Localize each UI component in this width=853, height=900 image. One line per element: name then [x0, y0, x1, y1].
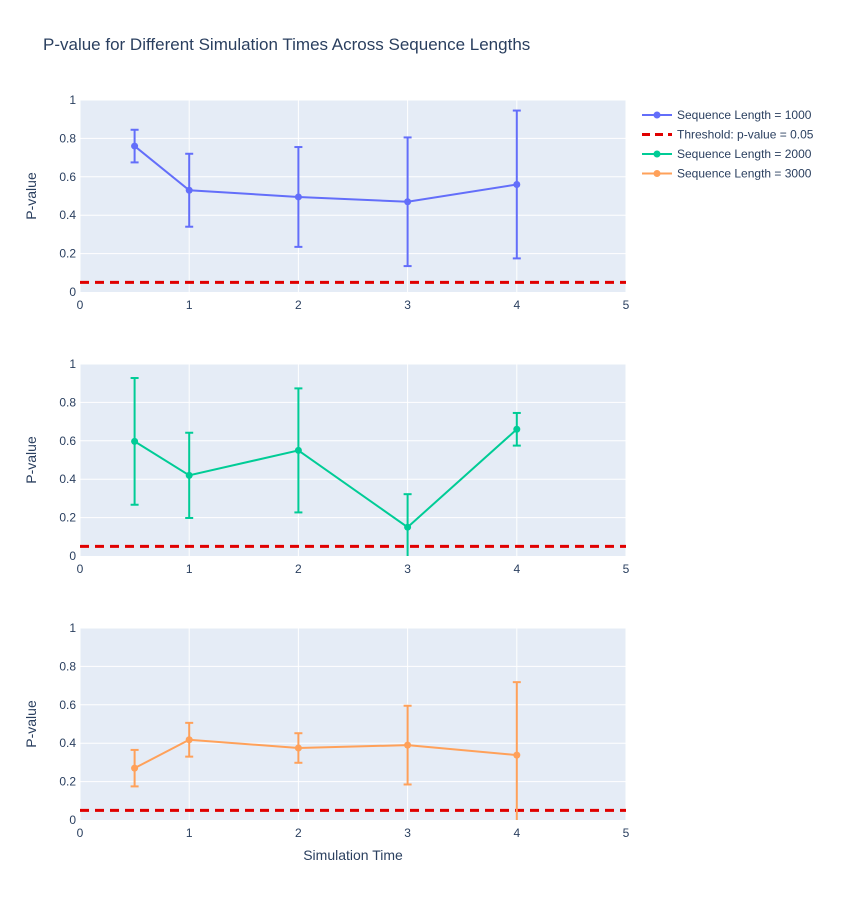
- x-axis-label: Simulation Time: [303, 847, 403, 863]
- x-tick-label: 2: [295, 826, 302, 840]
- legend-label: Threshold: p-value = 0.05: [677, 128, 814, 142]
- subplot-3: 0 1 2 3 4 5 0 0.2 0.4 0.6 0.8 1 P-value: [23, 621, 630, 840]
- y-tick-label: 0.2: [59, 511, 76, 525]
- legend-item[interactable]: Sequence Length = 1000: [642, 108, 812, 122]
- data-point: [404, 198, 412, 206]
- data-point: [131, 764, 139, 772]
- y-tick-label: 0.8: [59, 395, 76, 409]
- data-point: [185, 471, 193, 479]
- x-tick-label: 5: [623, 562, 630, 576]
- x-tick-label: 1: [186, 562, 193, 576]
- legend-item[interactable]: Threshold: p-value = 0.05: [642, 128, 814, 142]
- plot-area: [80, 364, 626, 556]
- subplot-2: 0 1 2 3 4 5 0 0.2 0.4 0.6 0.8 1 P-value: [23, 357, 630, 576]
- x-tick-label: 4: [513, 826, 520, 840]
- x-tick-label: 4: [513, 562, 520, 576]
- y-tick-label: 0: [69, 549, 76, 563]
- y-tick-label: 1: [69, 621, 76, 635]
- plot-area: [80, 628, 626, 820]
- y-tick-label: 0.4: [59, 208, 76, 222]
- x-tick-label: 3: [404, 562, 411, 576]
- x-tick-label: 0: [77, 562, 84, 576]
- legend-item[interactable]: Sequence Length = 3000: [642, 167, 812, 181]
- x-tick-label: 5: [623, 298, 630, 312]
- data-point: [513, 180, 521, 188]
- y-tick-label: 1: [69, 357, 76, 371]
- chart-title: P-value for Different Simulation Times A…: [43, 35, 530, 54]
- y-tick-label: 0.2: [59, 247, 76, 261]
- x-tick-label: 3: [404, 298, 411, 312]
- legend-item[interactable]: Sequence Length = 2000: [642, 147, 812, 161]
- x-tick-label: 4: [513, 298, 520, 312]
- data-point: [294, 193, 302, 201]
- x-tick-label: 0: [77, 826, 84, 840]
- y-tick-label: 0.6: [59, 434, 76, 448]
- y-tick-label: 0.6: [59, 170, 76, 184]
- subplot-1: 0 1 2 3 4 5 0 0.2 0.4 0.6 0.8 1 P-value: [23, 93, 630, 312]
- data-point: [404, 741, 412, 749]
- x-tick-label: 2: [295, 298, 302, 312]
- data-point: [513, 425, 521, 433]
- data-point: [185, 736, 193, 744]
- y-axis-label: P-value: [23, 700, 39, 748]
- y-tick-label: 0.8: [59, 131, 76, 145]
- y-tick-label: 0.4: [59, 472, 76, 486]
- x-tick-label: 3: [404, 826, 411, 840]
- y-axis-label: P-value: [23, 172, 39, 220]
- y-tick-label: 1: [69, 93, 76, 107]
- data-point: [185, 186, 193, 194]
- x-tick-label: 1: [186, 298, 193, 312]
- x-tick-label: 0: [77, 298, 84, 312]
- data-point: [294, 744, 302, 752]
- x-tick-label: 5: [623, 826, 630, 840]
- y-tick-label: 0.6: [59, 698, 76, 712]
- legend-label: Sequence Length = 3000: [677, 167, 812, 181]
- y-tick-label: 0: [69, 285, 76, 299]
- subplots: 0 1 2 3 4 5 0 0.2 0.4 0.6 0.8 1 P-value 0 1 2 3 4 5 0 0.2 0.4…: [23, 93, 630, 840]
- y-axis-label: P-value: [23, 436, 39, 484]
- data-point: [131, 437, 139, 445]
- legend[interactable]: Sequence Length = 1000 Threshold: p-value…: [642, 108, 814, 181]
- x-tick-label: 1: [186, 826, 193, 840]
- y-tick-label: 0.4: [59, 736, 76, 750]
- y-tick-label: 0.8: [59, 659, 76, 673]
- error-bar: [512, 681, 521, 820]
- legend-label: Sequence Length = 2000: [677, 147, 812, 161]
- data-point: [131, 142, 139, 150]
- x-tick-label: 2: [295, 562, 302, 576]
- data-point: [513, 751, 521, 759]
- data-point: [404, 523, 412, 531]
- data-point: [294, 446, 302, 454]
- y-tick-label: 0: [69, 813, 76, 827]
- y-tick-label: 0.2: [59, 775, 76, 789]
- plot-area: [80, 100, 626, 292]
- legend-label: Sequence Length = 1000: [677, 108, 812, 122]
